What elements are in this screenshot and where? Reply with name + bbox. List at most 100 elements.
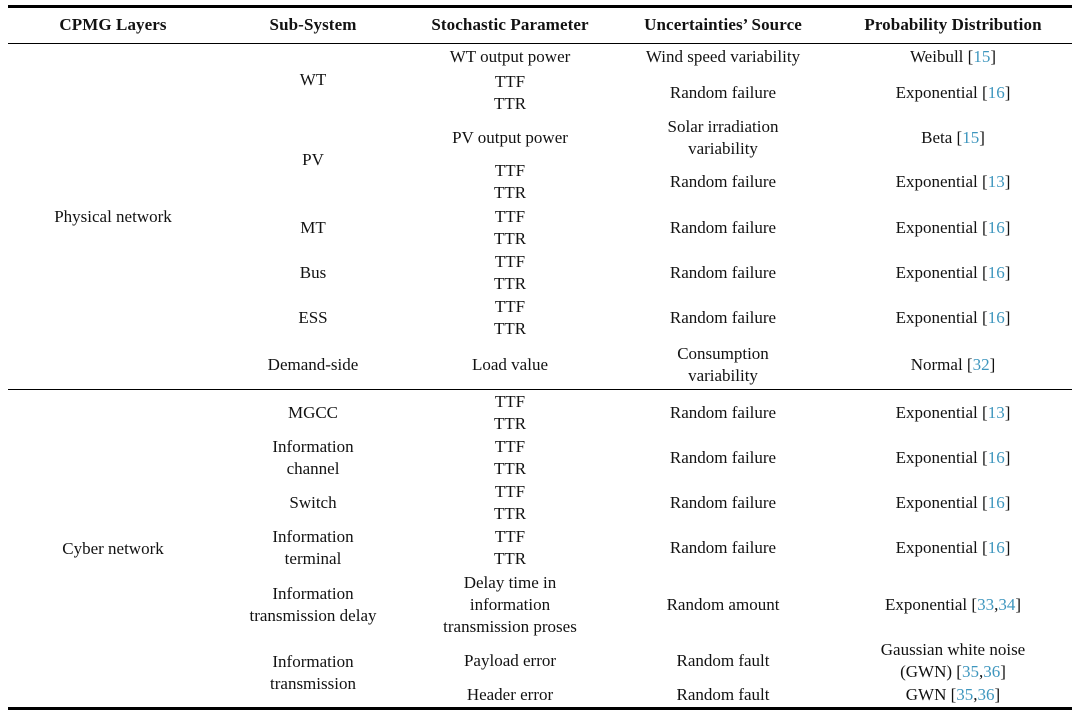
dist-text: Exponential [ <box>885 594 978 614</box>
param-line: TTF <box>494 297 526 316</box>
citation-ref[interactable]: 32 <box>972 354 990 374</box>
cell-dist-normal: Normal [32] <box>834 340 1072 390</box>
subsystem-line: channel <box>286 459 340 478</box>
row-switch: Switch TTF TTR Random failure Exponential… <box>8 481 1072 526</box>
citation-ref[interactable]: 36 <box>977 685 995 705</box>
param-line: transmission proses <box>443 616 577 636</box>
citation-ref[interactable]: 16 <box>987 538 1005 557</box>
row-pv-failure: TTF TTR Random failure Exponential [13] <box>8 160 1072 205</box>
param-line: TTR <box>493 319 527 338</box>
row-bus: Bus TTF TTR Random failure Exponential [1… <box>8 251 1072 296</box>
dist-text: ] <box>1004 493 1011 512</box>
row-payload-error: Information transmission Payload error Ra… <box>8 639 1072 693</box>
cell-source-consumption: Consumption variability <box>612 340 834 390</box>
dist-text: Weibull [ <box>910 47 974 67</box>
uncertainty-table: CPMG Layers Sub-System Stochastic Parame… <box>8 5 1072 710</box>
cell-dist-exponential: Exponential [16] <box>834 71 1072 116</box>
citation-ref[interactable]: 16 <box>987 83 1005 102</box>
param-line: TTF <box>494 252 526 271</box>
cell-param-header-error: Header error <box>466 685 554 705</box>
dist-text: Exponential [ <box>895 402 988 422</box>
cell-param-delay-time: Delay time in information transmission pro… <box>408 571 612 639</box>
cell-dist-exponential: Exponential [16] <box>834 205 1072 251</box>
subsystem-line: Information <box>272 527 354 546</box>
param-line: TTF <box>494 437 526 456</box>
cell-dist-weibull: Weibull [15] <box>834 44 1072 71</box>
source-line: variability <box>688 365 758 385</box>
dist-text: Exponential [ <box>895 263 988 282</box>
cell-source-random-failure: Random failure <box>669 217 777 237</box>
param-line: TTF <box>494 206 526 226</box>
cell-param-wt-power: WT output power <box>449 47 571 67</box>
citation-ref[interactable]: 15 <box>962 127 980 147</box>
param-line: TTR <box>493 549 527 568</box>
dist-text: Exponential [ <box>895 217 988 237</box>
subsystem-line: transmission delay <box>249 605 377 625</box>
col-header-uncertainties-source: Uncertainties’ Source <box>612 6 834 44</box>
cell-dist-exponential: Exponential [16] <box>834 526 1072 571</box>
dist-text: ] <box>990 47 996 67</box>
dist-text: , <box>973 685 978 705</box>
dist-text: , <box>978 662 984 681</box>
cell-source-random-failure: Random failure <box>669 308 777 327</box>
citation-ref[interactable]: 15 <box>973 47 991 67</box>
cell-param-mgcc-ttf-ttr: TTF TTR <box>408 390 612 436</box>
dist-text: ] <box>994 685 1001 705</box>
citation-ref[interactable]: 13 <box>987 402 1005 422</box>
citation-ref[interactable]: 16 <box>987 263 1005 282</box>
cell-subsystem-switch: Switch <box>289 493 337 512</box>
param-line: TTR <box>493 183 527 202</box>
cell-param-pv-ttf-ttr: TTF TTR <box>408 160 612 205</box>
citation-ref[interactable]: 16 <box>987 217 1005 237</box>
cell-source-random-failure: Random failure <box>669 172 777 191</box>
cell-dist-exponential: Exponential [16] <box>834 436 1072 481</box>
cell-dist-exponential: Exponential [16] <box>834 251 1072 296</box>
citation-ref[interactable]: 35 <box>956 685 974 705</box>
source-line: Solar irradiation <box>667 116 779 136</box>
dist-text: ] <box>979 127 985 147</box>
row-mt: MT TTF TTR Random failure Exponential [16… <box>8 205 1072 251</box>
param-line: TTR <box>493 413 527 433</box>
citation-ref[interactable]: 13 <box>987 172 1005 191</box>
citation-ref[interactable]: 34 <box>998 594 1016 614</box>
citation-ref[interactable]: 35 <box>961 662 979 681</box>
dist-text: Exponential [ <box>895 448 988 467</box>
citation-ref[interactable]: 36 <box>983 662 1001 681</box>
dist-line: Gaussian white noise <box>880 640 1026 659</box>
cell-subsystem-demand-side: Demand-side <box>218 340 408 390</box>
cell-subsystem-information-transmission: Information transmission <box>218 639 408 709</box>
cell-source-random-failure: Random failure <box>669 493 777 512</box>
citation-ref[interactable]: 16 <box>987 493 1005 512</box>
cell-param-bus-ttf-ttr: TTF TTR <box>408 251 612 296</box>
dist-text: Normal [ <box>910 354 973 374</box>
cell-dist-exponential: Exponential [16] <box>834 296 1072 341</box>
cell-source-wind-speed: Wind speed variability <box>645 47 801 67</box>
row-header-error: Header error Random fault GWN [35,36] <box>8 684 1072 709</box>
param-line: TTR <box>493 228 527 248</box>
dist-text: ] <box>1004 172 1011 191</box>
citation-ref[interactable]: 16 <box>987 448 1005 467</box>
cell-layer-physical: Physical network <box>8 43 218 390</box>
cell-source-random-failure: Random failure <box>669 538 777 557</box>
dist-text: ] <box>1004 83 1011 102</box>
cell-param-ess-ttf-ttr: TTF TTR <box>408 296 612 341</box>
cell-subsystem-bus: Bus <box>299 263 327 282</box>
dist-text: ] <box>989 354 996 374</box>
cell-subsystem-information-channel: Information channel <box>218 436 408 481</box>
subsystem-line: Information <box>272 583 354 603</box>
row-mgcc: Cyber network MGCC TTF TTR Random failure… <box>8 390 1072 558</box>
dist-text: GWN [ <box>905 685 957 705</box>
citation-ref[interactable]: 16 <box>987 308 1005 327</box>
row-ess: ESS TTF TTR Random failure Exponential [1… <box>8 296 1072 341</box>
citation-ref[interactable]: 33 <box>977 594 995 614</box>
cell-source-random-failure: Random failure <box>669 448 777 467</box>
param-line: TTF <box>494 161 526 180</box>
row-pv-power: PV PV output power Solar irradiation vari… <box>8 116 1072 170</box>
dist-text: ] <box>1004 538 1011 557</box>
param-line: information <box>469 594 551 614</box>
param-line: TTR <box>493 274 527 293</box>
row-demand-side: Demand-side Load value Consumption variab… <box>8 340 1072 390</box>
cell-source-random-failure: Random failure <box>669 402 777 422</box>
dist-text: ] <box>1004 448 1011 467</box>
param-line: Delay time in <box>463 572 557 592</box>
